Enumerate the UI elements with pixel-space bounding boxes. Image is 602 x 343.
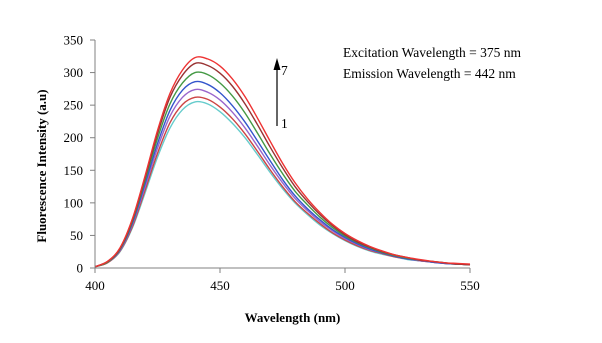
arrow-top-label: 7 — [281, 63, 288, 78]
text-layer: 0 50 100 150 200 250 300 350 400 450 500 550 Wavelen… — [34, 33, 521, 326]
y-axis-title: Fluorescence Intensity (a.u) — [34, 89, 49, 242]
series-line-7 — [94, 56, 471, 268]
y-tick-label: 50 — [70, 228, 83, 243]
y-tick-label: 0 — [77, 261, 84, 276]
y-tick-label: 300 — [64, 65, 84, 80]
y-tick-label: 250 — [64, 98, 84, 113]
y-tick-label: 150 — [64, 163, 84, 178]
x-tick-label: 400 — [85, 278, 105, 293]
y-tick-label: 350 — [64, 33, 84, 48]
y-tick-label: 100 — [64, 195, 84, 210]
emission-annotation: Emission Wavelength = 442 nm — [343, 66, 516, 81]
x-tick-label: 450 — [210, 278, 230, 293]
excitation-annotation: Excitation Wavelength = 375 nm — [343, 45, 521, 60]
axes-layer — [90, 39, 471, 273]
trend-arrow-head — [273, 58, 281, 70]
arrow-bottom-label: 1 — [281, 116, 288, 131]
x-axis-title: Wavelength (nm) — [245, 310, 341, 325]
y-tick-label: 200 — [64, 130, 84, 145]
x-tick-label: 500 — [335, 278, 355, 293]
series-layer — [94, 56, 471, 268]
x-tick-label: 550 — [460, 278, 480, 293]
